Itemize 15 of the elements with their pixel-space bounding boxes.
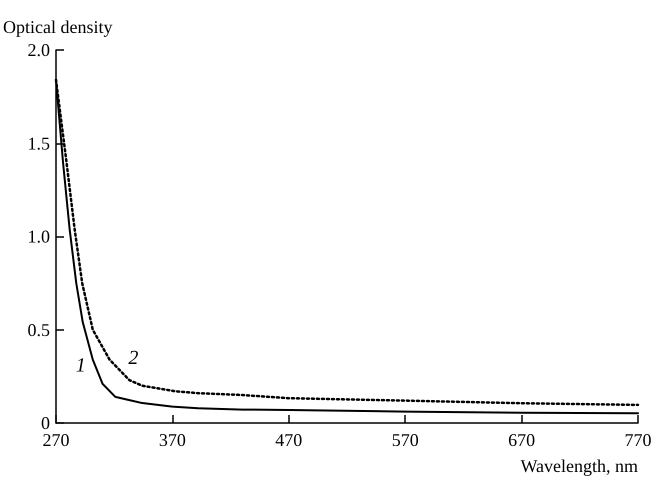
x-tick-label: 470 [275, 430, 302, 450]
x-tick-label: 670 [508, 430, 536, 450]
x-tick-label: 370 [158, 430, 186, 450]
y-tick-label: 1.5 [28, 133, 50, 154]
x-tick-label: 270 [42, 430, 70, 450]
series-label: 2 [128, 347, 138, 370]
x-tick-label: 570 [392, 430, 419, 450]
y-tick-label: 2.0 [28, 40, 50, 60]
y-tick-label: 1.0 [28, 226, 50, 246]
y-tick-label: 0.5 [28, 320, 50, 340]
y-axis-title: Optical density [3, 17, 112, 37]
x-axis-title: Wavelength, nm [520, 456, 638, 476]
x-tick-label: 770 [624, 430, 652, 450]
y-tick-label: 0 [41, 413, 50, 433]
series-label: 1 [76, 354, 86, 377]
